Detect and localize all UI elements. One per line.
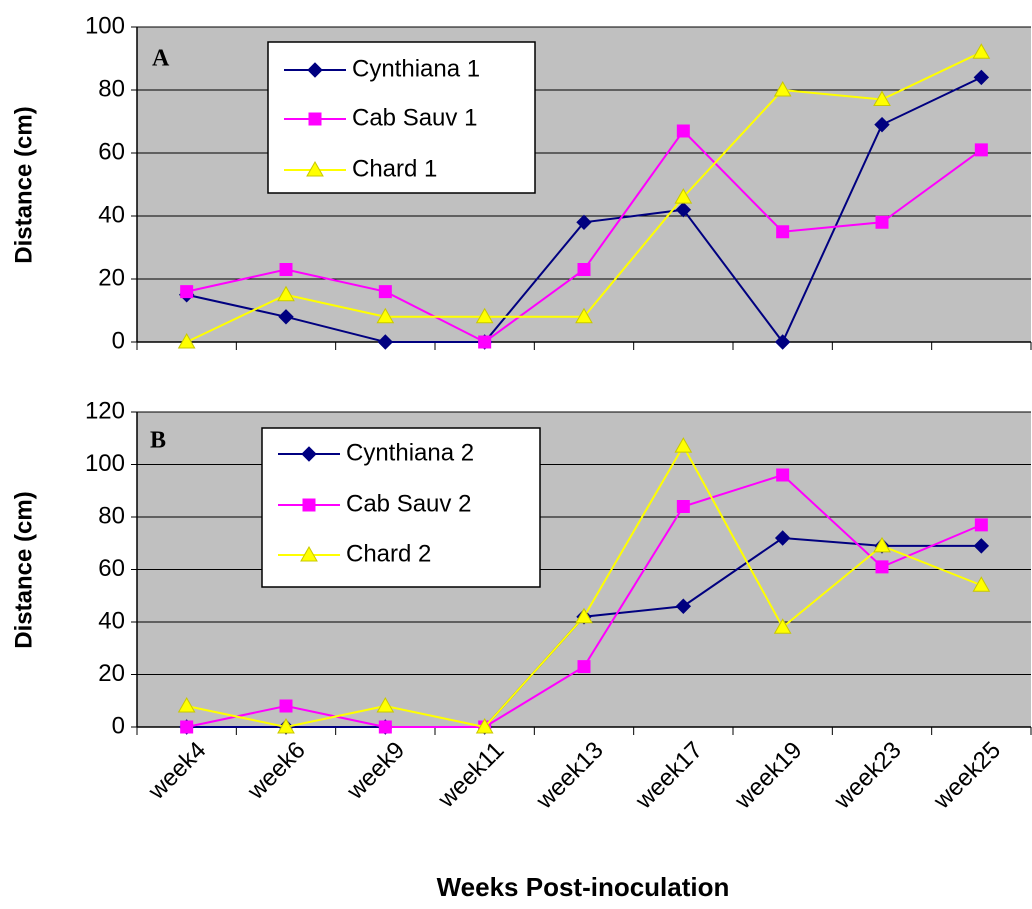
data-point: [377, 334, 394, 350]
legend-label: Cynthiana 1: [352, 55, 480, 82]
data-point: [973, 69, 990, 86]
data-point: [674, 437, 693, 453]
data-point: [577, 263, 591, 277]
legend-label: Cab Sauv 2: [346, 490, 471, 517]
y-tick-label: 60: [98, 138, 125, 165]
y-tick-label: 60: [98, 555, 125, 582]
y-tick-label: 80: [98, 502, 125, 529]
legend-label: Chard 2: [346, 540, 431, 567]
data-point: [875, 215, 889, 229]
data-point: [475, 307, 494, 324]
data-point: [576, 214, 592, 231]
legend-label: Chard 1: [352, 155, 437, 182]
x-tick-label: week11: [432, 737, 509, 814]
data-point: [974, 143, 988, 157]
y-axis-title: Distance (cm): [10, 491, 37, 648]
y-tick-label: 100: [85, 450, 125, 477]
data-point: [279, 263, 293, 277]
data-point: [974, 518, 988, 532]
data-point: [675, 201, 692, 218]
data-point: [475, 717, 494, 734]
x-tick-label: week19: [729, 737, 807, 815]
x-tick-label: week4: [143, 737, 212, 806]
y-tick-label: 80: [98, 75, 125, 102]
legend-marker: [302, 498, 316, 512]
data-point: [973, 538, 990, 554]
x-axis-title: Weeks Post-inoculation: [437, 872, 730, 902]
data-point: [676, 124, 690, 138]
data-point: [874, 116, 890, 133]
data-point: [776, 468, 790, 482]
data-point: [774, 334, 791, 350]
data-point: [177, 696, 196, 713]
data-point: [873, 90, 891, 106]
data-point: [277, 717, 295, 734]
panel-label: A: [152, 46, 170, 72]
data-point: [674, 188, 693, 204]
y-tick-label: 40: [98, 201, 125, 228]
data-point: [478, 335, 492, 349]
data-point: [873, 536, 891, 553]
y-tick-label: 20: [98, 264, 125, 291]
x-tick-label: week23: [828, 737, 906, 815]
legend-marker: [306, 160, 324, 177]
data-point: [774, 530, 791, 546]
data-point: [675, 598, 692, 614]
data-point: [277, 285, 295, 302]
data-point: [376, 307, 395, 324]
data-point: [177, 332, 196, 349]
x-tick-label: week13: [530, 737, 608, 815]
legend-label: Cab Sauv 1: [352, 104, 477, 131]
data-point: [972, 43, 991, 59]
x-tick-label: week25: [928, 737, 1006, 815]
y-tick-label: 120: [85, 397, 125, 424]
data-point: [577, 660, 591, 674]
panel-label: B: [150, 428, 166, 454]
y-tick-label: 0: [112, 327, 125, 354]
x-tick-label: week9: [341, 737, 410, 806]
data-point: [378, 285, 392, 299]
y-tick-label: 20: [98, 660, 125, 687]
legend-marker: [307, 62, 323, 78]
legend-marker: [301, 446, 317, 462]
data-point: [676, 500, 690, 513]
x-tick-label: week6: [242, 737, 311, 806]
data-point: [972, 576, 991, 592]
legend-marker: [300, 545, 318, 562]
data-point: [376, 696, 395, 713]
y-axis-title: Distance (cm): [10, 106, 37, 263]
data-point: [875, 560, 889, 574]
data-point: [773, 80, 792, 97]
data-point: [180, 720, 194, 734]
data-point: [180, 285, 194, 299]
data-point: [575, 307, 593, 324]
y-tick-label: 100: [85, 12, 125, 39]
y-tick-label: 40: [98, 607, 125, 634]
y-tick-label: 0: [112, 712, 125, 739]
legend-label: Cynthiana 2: [346, 439, 474, 466]
data-point: [773, 618, 792, 634]
data-point: [575, 607, 593, 624]
data-point: [378, 720, 392, 734]
legend-marker: [308, 112, 322, 126]
data-point: [279, 699, 293, 713]
data-point: [776, 225, 790, 239]
x-tick-label: week17: [630, 737, 708, 815]
data-point: [278, 309, 294, 325]
